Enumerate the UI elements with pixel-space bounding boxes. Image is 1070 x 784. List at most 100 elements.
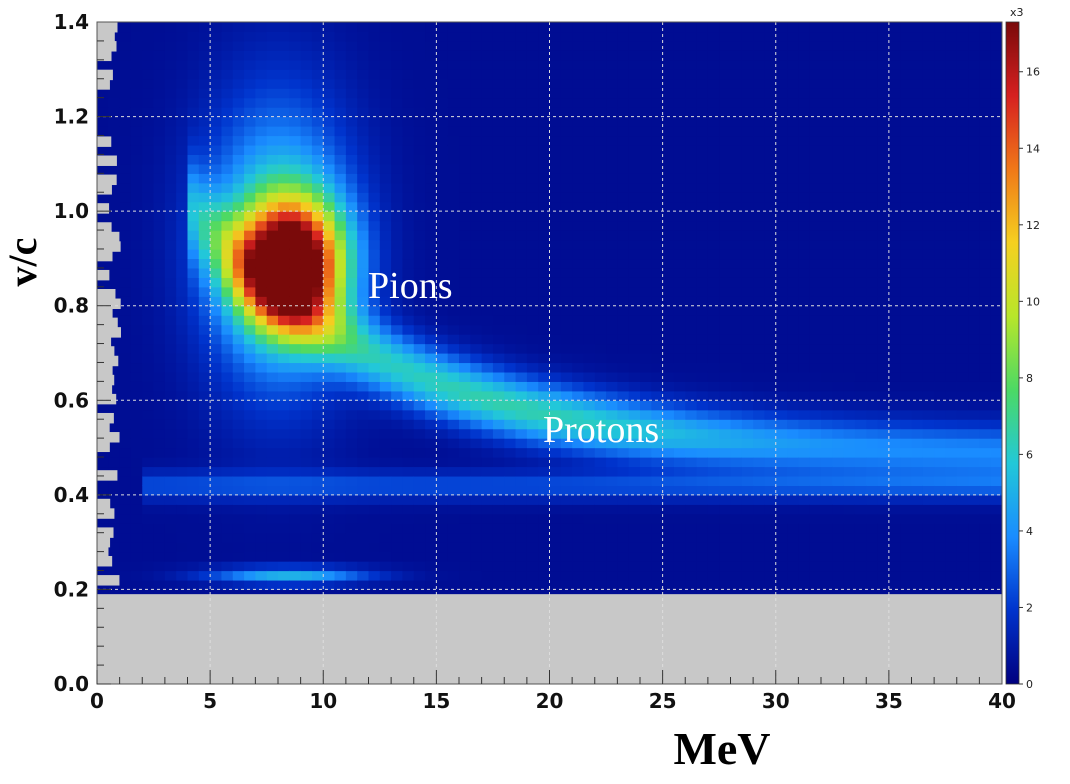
heatmap-cell <box>606 22 618 33</box>
heatmap-cell <box>843 144 856 155</box>
heatmap-cell <box>221 286 234 297</box>
heatmap-cell <box>696 409 709 420</box>
heatmap-cell <box>481 192 494 203</box>
heatmap-cell <box>492 88 505 99</box>
heatmap-cell <box>526 343 539 354</box>
heatmap-cell <box>323 59 336 70</box>
heatmap-cell <box>934 144 947 155</box>
heatmap-cell <box>278 97 290 108</box>
heatmap-cell <box>741 532 754 543</box>
heatmap-cell <box>606 201 618 212</box>
heatmap-cell <box>232 381 245 392</box>
heatmap-cell <box>753 457 766 468</box>
heatmap-cell <box>345 211 358 222</box>
heatmap-cell <box>651 324 664 335</box>
heatmap-cell <box>391 324 404 335</box>
heatmap-cell <box>357 475 370 486</box>
heatmap-cell <box>979 69 992 80</box>
heatmap-cell <box>334 182 347 193</box>
heatmap-cell <box>843 40 856 51</box>
heatmap-cell <box>707 419 720 430</box>
heatmap-cell <box>232 31 245 42</box>
heatmap-cell <box>549 353 562 364</box>
heatmap-cell <box>911 59 924 70</box>
heatmap-cell <box>153 154 166 165</box>
heatmap-cell <box>696 513 709 524</box>
heatmap-cell <box>866 116 879 127</box>
heatmap-cell <box>459 513 471 524</box>
heatmap-cell <box>481 466 494 477</box>
heatmap-cell <box>707 542 720 553</box>
heatmap-cell <box>379 286 392 297</box>
heatmap-cell <box>549 135 562 146</box>
heatmap-cell <box>425 220 437 231</box>
heatmap-cell <box>323 438 336 449</box>
heatmap-cell <box>990 371 1002 382</box>
heatmap-cell <box>866 428 879 439</box>
heatmap-cell <box>956 173 969 184</box>
heatmap-cell <box>979 239 992 250</box>
heatmap-cell <box>119 362 132 373</box>
heatmap-cell <box>685 400 698 411</box>
heatmap-cell <box>153 532 166 543</box>
heatmap-cell <box>97 97 109 108</box>
heatmap-cell <box>470 88 483 99</box>
heatmap-cell <box>311 400 324 411</box>
heatmap-cell <box>266 438 279 449</box>
heatmap-cell <box>741 220 754 231</box>
heatmap-cell <box>323 409 336 420</box>
heatmap-cell <box>187 438 200 449</box>
heatmap-cell <box>741 381 754 392</box>
heatmap-cell <box>832 400 845 411</box>
heatmap-cell <box>662 277 675 288</box>
heatmap-cell <box>176 428 189 439</box>
heatmap-cell <box>289 69 302 80</box>
heatmap-cell <box>628 334 641 345</box>
heatmap-cell <box>775 579 788 591</box>
heatmap-cell <box>764 551 777 562</box>
heatmap-cell <box>538 31 551 42</box>
heatmap-cell <box>515 211 528 222</box>
heatmap-cell <box>549 173 562 184</box>
heatmap-cell <box>945 400 958 411</box>
heatmap-cell <box>459 78 471 89</box>
heatmap-cell <box>606 220 618 231</box>
heatmap-cell <box>413 409 426 420</box>
heatmap-cell <box>402 494 415 505</box>
heatmap-cell <box>176 523 189 534</box>
heatmap-cell <box>244 78 256 89</box>
heatmap-cell <box>459 409 471 420</box>
heatmap-cell <box>877 211 890 222</box>
heatmap-cell <box>945 182 958 193</box>
heatmap-cell <box>843 362 856 373</box>
heatmap-cell <box>956 144 969 155</box>
heatmap-cell <box>549 523 562 534</box>
heatmap-cell <box>866 239 879 250</box>
heatmap-cell <box>617 334 630 345</box>
heatmap-cell <box>888 88 901 99</box>
heatmap-cell <box>821 485 833 496</box>
heatmap-cell <box>956 78 969 89</box>
heatmap-cell <box>425 343 437 354</box>
heatmap-cell <box>741 296 754 307</box>
heatmap-cell <box>606 504 618 515</box>
heatmap-cell <box>798 570 811 581</box>
heatmap-cell <box>334 428 347 439</box>
heatmap-cell <box>798 542 811 553</box>
heatmap-cell <box>651 305 664 316</box>
heatmap-cell <box>481 362 494 373</box>
heatmap-cell <box>515 409 528 420</box>
heatmap-cell <box>968 305 980 316</box>
heatmap-cell <box>300 457 313 468</box>
heatmap-cell <box>515 144 528 155</box>
heatmap-cell <box>560 334 573 345</box>
heatmap-cell <box>425 305 437 316</box>
heatmap-cell <box>945 343 958 354</box>
heatmap-cell <box>459 362 471 373</box>
heatmap-cell <box>968 513 980 524</box>
heatmap-cell <box>142 182 155 193</box>
heatmap-cell <box>696 381 709 392</box>
heatmap-cell <box>289 107 302 118</box>
heatmap-cell <box>176 362 189 373</box>
heatmap-cell <box>278 419 290 430</box>
